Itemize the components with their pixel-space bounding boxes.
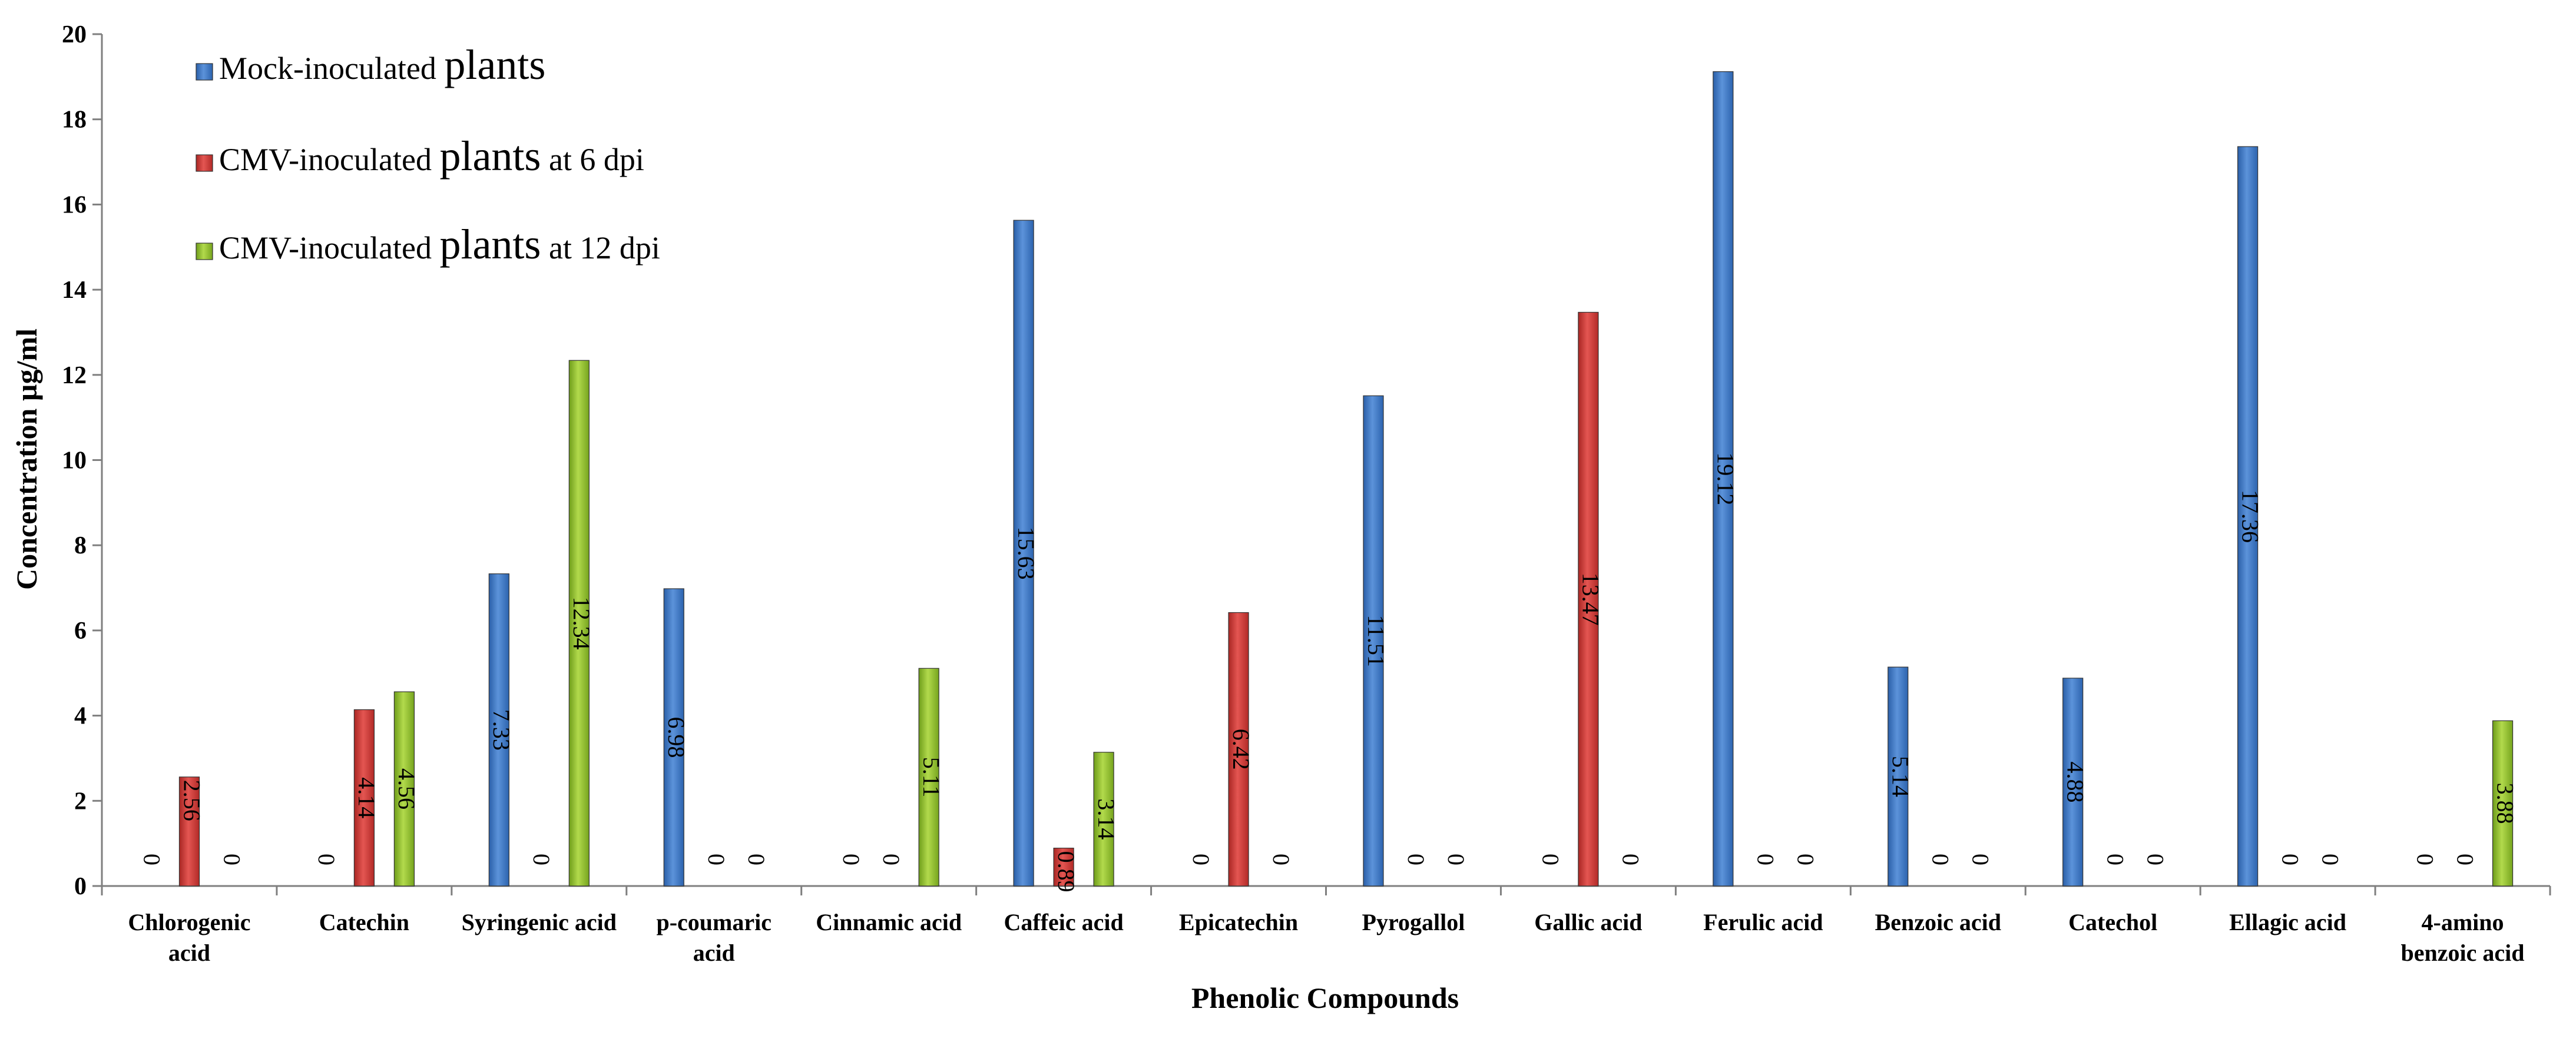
x-axis-title: Phenolic Compounds: [1191, 981, 1459, 1014]
x-tick-label: Ellagic acid: [2229, 909, 2346, 935]
bar: [1363, 395, 1384, 887]
data-label: 0: [1928, 854, 1954, 865]
x-tick-label: Epicatechin: [1179, 909, 1298, 935]
data-label: 0: [2317, 854, 2343, 865]
data-label: 17.36: [2237, 490, 2263, 543]
y-tick-label: 0: [74, 873, 87, 900]
x-tick-label: Catechol: [2068, 909, 2157, 935]
data-label: 13.47: [1578, 573, 1604, 626]
bar: [393, 691, 415, 887]
bar: [353, 709, 375, 887]
x-tick-label: Ferulic acid: [1703, 909, 1823, 935]
bar: [178, 776, 200, 887]
bar: [2237, 146, 2259, 887]
x-tick-label: Catechin: [319, 909, 409, 935]
data-label: 0: [2277, 854, 2303, 865]
x-tick-label: Syringenic acid: [462, 909, 617, 935]
data-label: 0.89: [1053, 851, 1080, 892]
data-label: 0: [1403, 854, 1429, 865]
data-label: 19.12: [1713, 452, 1739, 505]
axes: 0 2 4 6 8 10 12 14 16 18 20 Chlorogenic acid Catechin…: [62, 21, 2551, 966]
data-label: 0: [218, 854, 245, 865]
bar: [1013, 220, 1034, 887]
bar: [1053, 848, 1074, 887]
data-label: 0: [743, 854, 770, 865]
data-label: 7.33: [488, 709, 515, 751]
y-tick-label: 4: [74, 703, 87, 730]
data-labels-group: 0 0 7.33 6.98 0 15.63 0 11.51 0 19.12 5.14 4.88 17.3…: [138, 452, 2518, 892]
data-label: 5.14: [1888, 756, 1914, 797]
bar: [1578, 311, 1599, 887]
data-label: 11.51: [1363, 615, 1389, 667]
bar: [2492, 720, 2514, 887]
x-tick-label: p-coumaric acid: [656, 909, 772, 966]
data-label: 15.63: [1013, 527, 1039, 580]
legend-label: CMV-inoculated plants at 6 dpi: [219, 132, 644, 180]
y-tick-label: 8: [74, 532, 87, 559]
bar: [2062, 678, 2084, 887]
bar: [488, 573, 509, 887]
x-tick-label: Gallic acid: [1534, 909, 1642, 935]
x-tick-label: Caffeic acid: [1004, 909, 1123, 935]
y-tick-label: 16: [62, 191, 87, 218]
y-axis-title: Concentration µg/ml: [10, 328, 43, 590]
bar: [1888, 666, 1909, 887]
data-label: 0: [2142, 854, 2168, 865]
legend-swatch: [196, 243, 213, 260]
data-label: 3.88: [2492, 783, 2518, 824]
legend-swatch: [196, 154, 213, 172]
data-label: 6.42: [1228, 729, 1254, 770]
legend-swatch: [196, 63, 213, 81]
data-label: 0: [1793, 854, 1819, 865]
y-tick-label: 18: [62, 107, 87, 134]
bar: [1713, 71, 1734, 887]
y-tick-label: 20: [62, 21, 87, 48]
data-label: 0: [1268, 854, 1294, 865]
data-label: 3.14: [1093, 798, 1120, 839]
legend: Mock-inoculated plants CMV-inoculated pla…: [196, 41, 660, 268]
data-label: 0: [1968, 854, 1994, 865]
y-tick-label: 10: [62, 447, 87, 474]
data-label: 0: [1188, 854, 1214, 865]
data-label: 0: [838, 854, 865, 865]
bar: [568, 360, 590, 887]
data-label: 5.11: [918, 757, 945, 798]
y-tick-label: 2: [74, 788, 87, 815]
data-label: 4.88: [2062, 761, 2088, 802]
legend-label: Mock-inoculated plants: [219, 41, 545, 88]
x-tick-label: Pyrogallol: [1362, 909, 1465, 935]
data-label: 0: [1538, 854, 1564, 865]
data-label: 0: [878, 854, 905, 865]
data-label: 12.34: [568, 597, 595, 650]
y-tick-label: 6: [74, 618, 87, 645]
x-tick-label: Benzoic acid: [1875, 909, 2001, 935]
data-label: 0: [313, 854, 340, 865]
x-tick-label: Chlorogenic acid: [128, 909, 250, 966]
data-label: 4.14: [353, 777, 380, 818]
data-label: 0: [2452, 854, 2478, 865]
data-label: 0: [703, 854, 730, 865]
data-label: 2.56: [178, 780, 205, 821]
y-tick-label: 14: [62, 277, 87, 304]
y-tick-label: 12: [62, 362, 87, 389]
data-label: 0: [1443, 854, 1469, 865]
data-label: 4.56: [393, 768, 420, 809]
bars-group: [178, 71, 2514, 887]
bar: [663, 588, 684, 887]
bar: [1093, 752, 1114, 887]
data-label: 0: [1618, 854, 1644, 865]
data-label: 0: [2102, 854, 2128, 865]
data-label: 0: [1753, 854, 1779, 865]
data-label: 0: [2412, 854, 2438, 865]
legend-label: CMV-inoculated plants at 12 dpi: [219, 221, 660, 268]
data-label: 0: [138, 854, 165, 865]
data-label: 6.98: [663, 716, 690, 758]
x-tick-label: 4-amino benzoic acid: [2401, 909, 2525, 966]
data-label: 0: [528, 854, 555, 865]
bar: [1228, 612, 1249, 887]
bar: [918, 668, 939, 887]
x-tick-label: Cinnamic acid: [816, 909, 962, 935]
